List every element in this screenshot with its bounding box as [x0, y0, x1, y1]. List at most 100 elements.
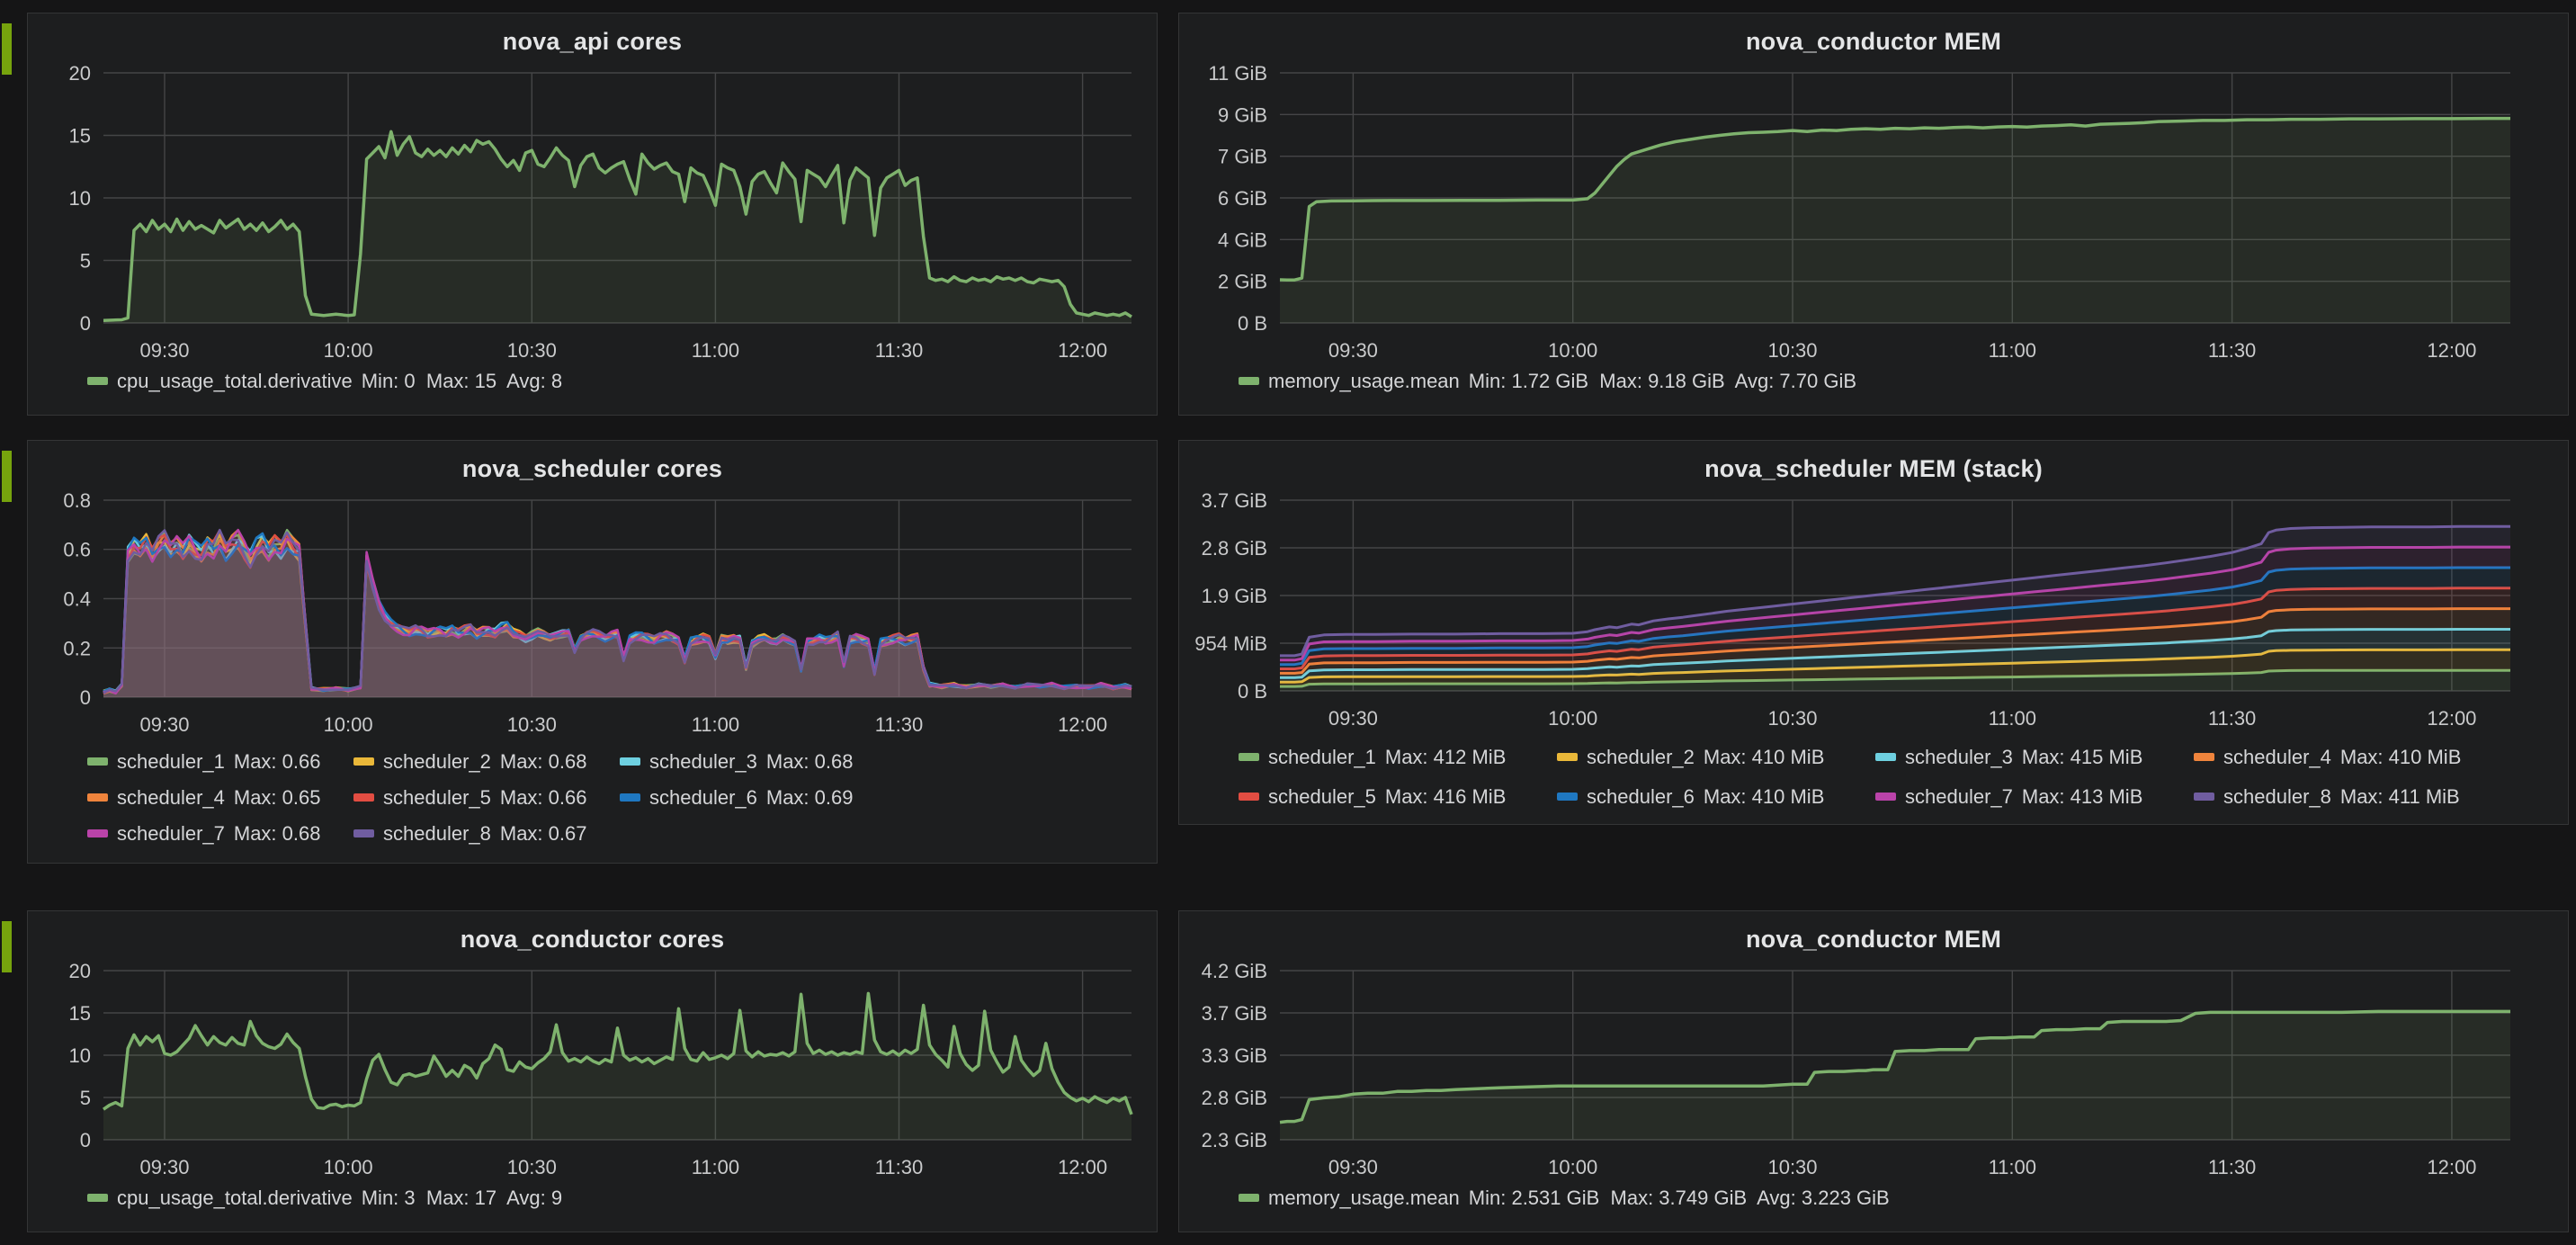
legend-item-memory_usage.mean[interactable]: memory_usage.mean Min: 2.531 GiB Max: 3.7… [1239, 1187, 1890, 1210]
series-color-swatch[interactable] [1557, 753, 1578, 761]
legend-item-scheduler_1[interactable]: scheduler_1 Max: 0.66 [87, 750, 353, 774]
series-color-swatch[interactable] [1875, 793, 1896, 801]
series-color-swatch[interactable] [87, 377, 108, 385]
panel-title[interactable]: nova_api cores [502, 28, 683, 55]
row-collapse-handle[interactable] [2, 23, 12, 75]
series-stats: Max: 410 MiB [2339, 746, 2462, 768]
legend-item-scheduler_3[interactable]: scheduler_3 Max: 0.68 [620, 750, 886, 774]
series-color-swatch[interactable] [353, 829, 374, 837]
legend: memory_usage.mean Min: 1.72 GiB Max: 9.18… [1179, 370, 2568, 415]
series-stats: Max: 411 MiB [2339, 785, 2460, 808]
nova-scheduler-cores-chart[interactable]: 0 0.2 0.4 0.6 0.8 09:30 10:00 10:30 11:00 11:30 12… [28, 491, 1157, 744]
svg-text:3.7 GiB: 3.7 GiB [1202, 491, 1267, 512]
series-stats: Max: 0.68 [233, 822, 321, 845]
svg-text:15: 15 [69, 1002, 91, 1025]
svg-text:1.9 GiB: 1.9 GiB [1202, 585, 1267, 607]
series-color-swatch[interactable] [353, 757, 374, 766]
svg-text:12:00: 12:00 [2427, 1156, 2476, 1178]
series-name: scheduler_6 [1587, 785, 1695, 808]
legend-item-memory_usage.mean[interactable]: memory_usage.mean Min: 1.72 GiB Max: 9.18… [1239, 370, 1856, 393]
legend-item-cpu_usage_total.derivative[interactable]: cpu_usage_total.derivative Min: 0 Max: 15… [87, 370, 562, 393]
series-stats: Max: 0.66 [499, 786, 587, 809]
series-stats: Max: 410 MiB [1703, 785, 1825, 808]
series-color-swatch[interactable] [87, 1194, 108, 1202]
svg-text:11:00: 11:00 [692, 1156, 739, 1178]
row-collapse-handle[interactable] [2, 451, 12, 502]
series-color-swatch[interactable] [620, 793, 640, 802]
nova-conductor-cores-chart[interactable]: 0 5 10 15 20 09:30 10:00 10:30 11:00 11:30 12:00 [28, 962, 1157, 1187]
series-name: scheduler_5 [383, 786, 491, 809]
legend-item-scheduler_6[interactable]: scheduler_6 Max: 0.69 [620, 786, 886, 810]
svg-text:11:00: 11:00 [1989, 339, 2036, 362]
row-collapse-handle[interactable] [2, 921, 12, 972]
svg-text:11:00: 11:00 [1989, 707, 2036, 730]
series-color-swatch[interactable] [1239, 793, 1259, 801]
series-name: cpu_usage_total.derivative [117, 1187, 353, 1209]
panel-title[interactable]: nova_conductor MEM [1745, 926, 2002, 953]
legend-item-scheduler_7[interactable]: scheduler_7 Max: 413 MiB [1875, 785, 2194, 809]
svg-text:4.2 GiB: 4.2 GiB [1202, 962, 1267, 982]
svg-text:11:30: 11:30 [2208, 707, 2256, 730]
series-color-swatch[interactable] [2194, 793, 2214, 801]
legend: scheduler_1 Max: 412 MiB scheduler_2 Max: 4… [1179, 738, 2568, 824]
series-color-swatch[interactable] [1875, 753, 1896, 761]
nova-scheduler-mem-stack-chart[interactable]: 0 B 954 MiB 1.9 GiB 2.8 GiB 3.7 GiB 09:30 10:0… [1179, 491, 2568, 738]
legend-item-scheduler_4[interactable]: scheduler_4 Max: 410 MiB [2194, 746, 2512, 769]
legend-item-scheduler_5[interactable]: scheduler_5 Max: 416 MiB [1239, 785, 1557, 809]
series-color-swatch[interactable] [87, 793, 108, 802]
series-color-swatch[interactable] [1239, 377, 1259, 385]
series-name: scheduler_4 [2223, 746, 2331, 768]
nova-api-cores-chart[interactable]: 0 5 10 15 20 09:30 10:00 10:30 11:00 11:30 12:00 [28, 64, 1157, 370]
svg-text:0 B: 0 B [1238, 312, 1267, 335]
legend-item-scheduler_7[interactable]: scheduler_7 Max: 0.68 [87, 822, 353, 846]
legend-item-scheduler_4[interactable]: scheduler_4 Max: 0.65 [87, 786, 353, 810]
series-color-swatch[interactable] [1239, 753, 1259, 761]
legend-item-scheduler_6[interactable]: scheduler_6 Max: 410 MiB [1557, 785, 1875, 809]
svg-text:09:30: 09:30 [1328, 339, 1378, 362]
legend-item-scheduler_5[interactable]: scheduler_5 Max: 0.66 [353, 786, 620, 810]
series-color-swatch[interactable] [353, 793, 374, 802]
svg-text:0.4: 0.4 [63, 588, 91, 611]
legend-item-scheduler_1[interactable]: scheduler_1 Max: 412 MiB [1239, 746, 1557, 769]
svg-text:0.8: 0.8 [63, 491, 91, 512]
panel-nova-conductor-mem-bottom: nova_conductor MEM 2.3 GiB 2.8 GiB 3.3 GiB… [1178, 910, 2569, 1232]
svg-text:20: 20 [69, 962, 91, 982]
svg-text:2.8 GiB: 2.8 GiB [1202, 537, 1267, 560]
panel-title[interactable]: nova_conductor MEM [1745, 28, 2002, 55]
svg-text:0: 0 [80, 312, 91, 335]
panel-title[interactable]: nova_conductor cores [460, 926, 725, 953]
legend-item-scheduler_8[interactable]: scheduler_8 Max: 0.67 [353, 822, 620, 846]
series-name: memory_usage.mean [1268, 370, 1460, 392]
panel-nova-scheduler-mem-stack: nova_scheduler MEM (stack) 0 B 954 MiB 1.9… [1178, 440, 2569, 825]
series-color-swatch[interactable] [1239, 1194, 1259, 1202]
series-color-swatch[interactable] [620, 757, 640, 766]
legend-item-scheduler_2[interactable]: scheduler_2 Max: 0.68 [353, 750, 620, 774]
legend-item-scheduler_2[interactable]: scheduler_2 Max: 410 MiB [1557, 746, 1875, 769]
svg-text:3.3 GiB: 3.3 GiB [1202, 1044, 1267, 1067]
nova-conductor-mem-bottom-chart[interactable]: 2.3 GiB 2.8 GiB 3.3 GiB 3.7 GiB 4.2 GiB 09:30… [1179, 962, 2568, 1187]
svg-text:12:00: 12:00 [1058, 713, 1107, 736]
series-color-swatch[interactable] [1557, 793, 1578, 801]
legend-item-cpu_usage_total.derivative[interactable]: cpu_usage_total.derivative Min: 3 Max: 17… [87, 1187, 562, 1210]
series-name: scheduler_1 [1268, 746, 1376, 768]
series-stats: Max: 416 MiB [1384, 785, 1507, 808]
series-color-swatch[interactable] [87, 829, 108, 837]
svg-text:11:30: 11:30 [875, 1156, 923, 1178]
panel-title[interactable]: nova_scheduler MEM (stack) [1704, 455, 2043, 482]
svg-text:10:00: 10:00 [324, 1156, 373, 1178]
svg-text:0: 0 [80, 1129, 91, 1151]
legend-item-scheduler_8[interactable]: scheduler_8 Max: 411 MiB [2194, 785, 2512, 809]
svg-text:2 GiB: 2 GiB [1218, 271, 1267, 293]
panel-title[interactable]: nova_scheduler cores [461, 455, 723, 482]
svg-text:09:30: 09:30 [139, 1156, 189, 1178]
svg-text:10:00: 10:00 [324, 339, 373, 362]
series-name: scheduler_8 [383, 822, 491, 845]
series-color-swatch[interactable] [87, 757, 108, 766]
svg-text:11:00: 11:00 [692, 339, 739, 362]
svg-text:09:30: 09:30 [1328, 1156, 1378, 1178]
nova-conductor-mem-chart[interactable]: 0 B 2 GiB 4 GiB 6 GiB 7 GiB 9 GiB 11 GiB 09:30 1… [1179, 64, 2568, 370]
series-color-swatch[interactable] [2194, 753, 2214, 761]
legend-item-scheduler_3[interactable]: scheduler_3 Max: 415 MiB [1875, 746, 2194, 769]
svg-text:5: 5 [80, 250, 91, 273]
svg-text:12:00: 12:00 [1058, 1156, 1107, 1178]
